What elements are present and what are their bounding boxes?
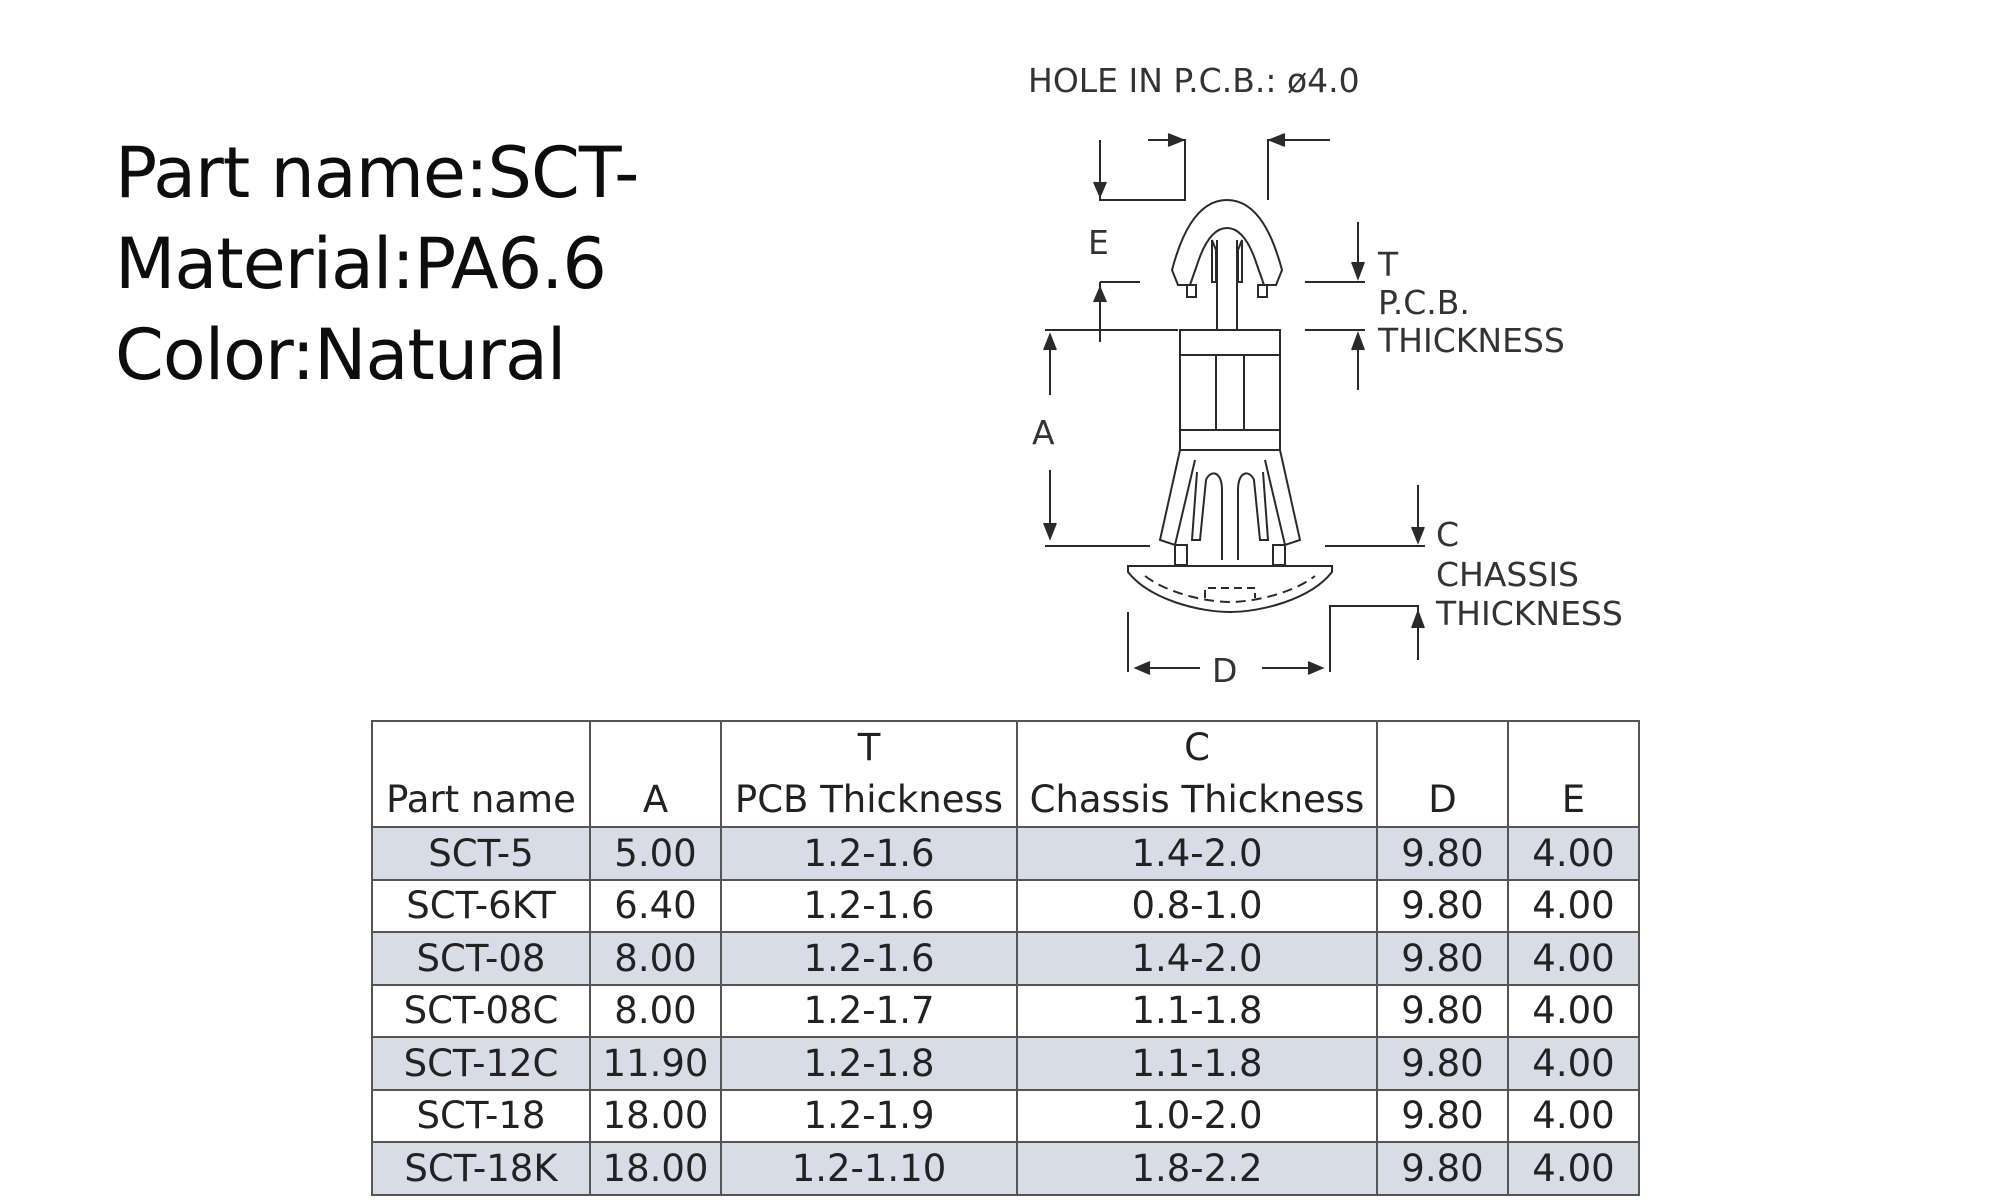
cell-d: 9.80 <box>1376 878 1509 933</box>
cell-e: 4.00 <box>1507 1088 1640 1143</box>
dimension-t-label: T <box>1377 245 1399 284</box>
part-name-label: Part name:SCT- <box>115 132 639 214</box>
part-info-block: Part name:SCT- Material:PA6.6 Color:Natu… <box>115 128 639 401</box>
cell-part-name: SCT-08C <box>371 983 591 1038</box>
cell-d: 9.80 <box>1376 1141 1509 1196</box>
table-row: SCT-18K 18.00 1.2-1.10 1.8-2.2 9.80 4.00 <box>371 1141 1640 1196</box>
cell-t: 1.2-1.10 <box>720 1141 1018 1196</box>
cell-e: 4.00 <box>1507 1141 1640 1196</box>
cell-part-name: SCT-18K <box>371 1141 591 1196</box>
cell-part-name: SCT-5 <box>371 826 591 881</box>
cell-c: 1.8-2.2 <box>1016 1141 1378 1196</box>
pcb-thickness-label: THICKNESS <box>1377 321 1565 360</box>
table-row: SCT-18 18.00 1.2-1.9 1.0-2.0 9.80 4.00 <box>371 1088 1640 1143</box>
header-d: D <box>1376 720 1509 828</box>
cell-part-name: SCT-6KT <box>371 878 591 933</box>
dimension-e-label: E <box>1088 223 1109 262</box>
cell-c: 1.1-1.8 <box>1016 1036 1378 1091</box>
cell-c: 0.8-1.0 <box>1016 878 1378 933</box>
header-c: C Chassis Thickness <box>1016 720 1378 828</box>
dimension-table: Part name A T PCB Thickness C Chassis Th… <box>371 720 1640 1196</box>
cell-a: 8.00 <box>589 983 722 1038</box>
spacer-technical-drawing: HOLE IN P.C.B.: ø4.0 E A D T P.C.B. THIC… <box>1028 61 1623 690</box>
table-row: SCT-12C 11.90 1.2-1.8 1.1-1.8 9.80 4.00 <box>371 1036 1640 1091</box>
cell-part-name: SCT-18 <box>371 1088 591 1143</box>
table-row: SCT-08C 8.00 1.2-1.7 1.1-1.8 9.80 4.00 <box>371 983 1640 1038</box>
table-row: SCT-08 8.00 1.2-1.6 1.4-2.0 9.80 4.00 <box>371 931 1640 986</box>
cell-t: 1.2-1.6 <box>720 878 1018 933</box>
cell-t: 1.2-1.6 <box>720 931 1018 986</box>
table-row: SCT-5 5.00 1.2-1.6 1.4-2.0 9.80 4.00 <box>371 826 1640 881</box>
cell-part-name: SCT-12C <box>371 1036 591 1091</box>
material-label: Material:PA6.6 <box>115 223 607 305</box>
cell-d: 9.80 <box>1376 983 1509 1038</box>
cell-a: 5.00 <box>589 826 722 881</box>
cell-c: 1.0-2.0 <box>1016 1088 1378 1143</box>
table-row: SCT-6KT 6.40 1.2-1.6 0.8-1.0 9.80 4.00 <box>371 878 1640 933</box>
chassis-label: CHASSIS <box>1436 555 1579 594</box>
cell-d: 9.80 <box>1376 1088 1509 1143</box>
hole-in-pcb-label: HOLE IN P.C.B.: ø4.0 <box>1028 61 1360 100</box>
cell-part-name: SCT-08 <box>371 931 591 986</box>
header-e: E <box>1507 720 1640 828</box>
color-label: Color:Natural <box>115 314 566 396</box>
cell-e: 4.00 <box>1507 1036 1640 1091</box>
cell-d: 9.80 <box>1376 1036 1509 1091</box>
cell-t: 1.2-1.8 <box>720 1036 1018 1091</box>
header-part-name: Part name <box>371 720 591 828</box>
cell-a: 18.00 <box>589 1088 722 1143</box>
dimension-c-label: C <box>1436 515 1459 554</box>
cell-c: 1.4-2.0 <box>1016 826 1378 881</box>
cell-c: 1.4-2.0 <box>1016 931 1378 986</box>
cell-d: 9.80 <box>1376 931 1509 986</box>
table-header-row: Part name A T PCB Thickness C Chassis Th… <box>371 720 1640 828</box>
header-t: T PCB Thickness <box>720 720 1018 828</box>
cell-e: 4.00 <box>1507 878 1640 933</box>
cell-a: 6.40 <box>589 878 722 933</box>
dimension-a-label: A <box>1032 413 1055 452</box>
chassis-thickness-label: THICKNESS <box>1435 594 1623 633</box>
cell-c: 1.1-1.8 <box>1016 983 1378 1038</box>
cell-a: 18.00 <box>589 1141 722 1196</box>
pcb-label: P.C.B. <box>1378 283 1470 322</box>
cell-d: 9.80 <box>1376 826 1509 881</box>
cell-e: 4.00 <box>1507 931 1640 986</box>
dimension-d-label: D <box>1212 651 1237 690</box>
cell-t: 1.2-1.7 <box>720 983 1018 1038</box>
cell-t: 1.2-1.6 <box>720 826 1018 881</box>
cell-e: 4.00 <box>1507 826 1640 881</box>
table-body: SCT-5 5.00 1.2-1.6 1.4-2.0 9.80 4.00 SCT-6KT 6.… <box>371 826 1640 1196</box>
cell-a: 8.00 <box>589 931 722 986</box>
cell-t: 1.2-1.9 <box>720 1088 1018 1143</box>
cell-e: 4.00 <box>1507 983 1640 1038</box>
cell-a: 11.90 <box>589 1036 722 1091</box>
header-a: A <box>589 720 722 828</box>
